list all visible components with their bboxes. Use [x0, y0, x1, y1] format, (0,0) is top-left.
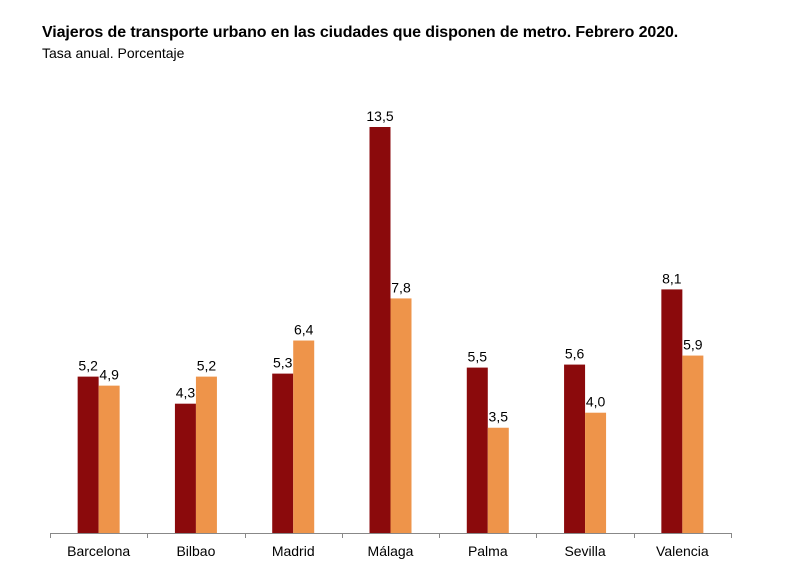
bar-barcelona-series-1	[77, 376, 99, 533]
bar-málaga-series-2	[390, 298, 412, 533]
bar-bilbao-series-2	[195, 376, 217, 533]
bar-bilbao-series-1	[174, 403, 196, 533]
value-label: 4,0	[586, 394, 606, 410]
value-label: 4,9	[99, 367, 119, 383]
value-label: 8,1	[662, 270, 682, 286]
x-axis: Barcelona Bilbao Madrid Málaga Palma Sevilla V…	[50, 533, 732, 559]
bar-valencia-series-2	[682, 355, 704, 533]
value-labels-group: 5,24,94,35,2 5,36,413,57,85,53,55,64,08,1…	[78, 108, 702, 425]
value-label: 6,4	[294, 322, 314, 338]
bar-madrid-series-1	[272, 373, 294, 533]
value-label: 5,2	[197, 358, 217, 374]
value-label: 5,3	[273, 355, 293, 371]
x-tick-label: Málaga	[368, 543, 414, 559]
bar-sevilla-series-2	[585, 412, 607, 533]
bar-barcelona-series-2	[98, 385, 120, 533]
x-tick-label: Palma	[468, 543, 508, 559]
value-label: 5,9	[683, 337, 703, 353]
bar-madrid-series-2	[293, 340, 315, 533]
bar-sevilla-series-1	[564, 364, 586, 533]
x-tick-label: Bilbao	[176, 543, 215, 559]
bars-group	[77, 127, 704, 533]
value-label: 5,5	[468, 349, 488, 365]
value-label: 4,3	[176, 385, 196, 401]
value-label: 5,6	[565, 346, 585, 362]
value-label: 3,5	[489, 409, 509, 425]
value-label: 13,5	[366, 108, 393, 124]
chart-subtitle: Tasa anual. Porcentaje	[42, 45, 185, 61]
value-label: 5,2	[78, 358, 98, 374]
chart-title: Viajeros de transporte urbano en las ciu…	[42, 24, 679, 41]
bar-palma-series-1	[466, 367, 488, 533]
x-tick-label: Sevilla	[564, 543, 605, 559]
bar-palma-series-2	[487, 427, 509, 533]
x-tick-label: Valencia	[656, 543, 709, 559]
bar-valencia-series-1	[661, 289, 683, 533]
x-tick-label: Madrid	[272, 543, 315, 559]
x-tick-label: Barcelona	[67, 543, 130, 559]
bar-málaga-series-1	[369, 127, 391, 533]
value-label: 7,8	[391, 279, 411, 295]
